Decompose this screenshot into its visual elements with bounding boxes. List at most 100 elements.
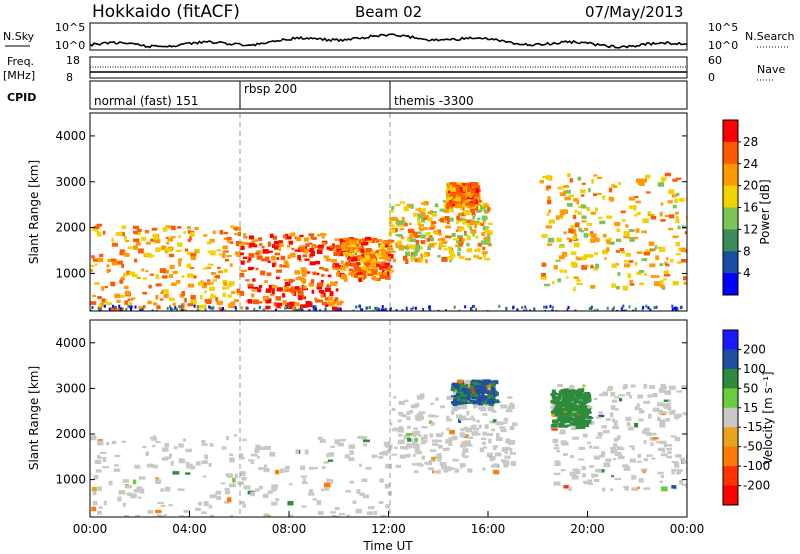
colorbar-swatch — [723, 427, 738, 448]
cpid-label: CPID — [7, 91, 36, 104]
velocity-cell — [168, 504, 173, 507]
velocity-cell — [473, 382, 479, 387]
velocity-cell — [493, 470, 500, 475]
velocity-cell — [170, 460, 174, 466]
velocity-cell — [551, 395, 556, 399]
velocity-cell — [271, 501, 278, 506]
power-cell — [210, 293, 214, 299]
power-cell — [592, 193, 598, 197]
velocity-cell — [664, 404, 670, 410]
power-cell — [446, 219, 450, 225]
velocity-cell — [475, 432, 481, 436]
power-cell — [577, 176, 582, 181]
velocity-cell — [633, 422, 639, 428]
power-cell — [119, 249, 125, 253]
velocity-cell — [605, 418, 611, 421]
power-cell — [672, 178, 678, 182]
velocity-cell — [511, 422, 518, 427]
power-cell — [319, 266, 324, 270]
power-cell — [574, 222, 580, 228]
velocity-cell — [467, 468, 473, 473]
power-echo-region — [445, 181, 481, 210]
velocity-cell — [510, 461, 517, 466]
power-cell — [572, 236, 577, 240]
velocity-cell — [452, 435, 458, 441]
power-noise-cell — [551, 309, 554, 311]
power-cell — [155, 274, 160, 279]
power-cell — [635, 200, 641, 204]
velocity-cell — [208, 462, 212, 467]
velocity-cell — [430, 402, 434, 405]
power-cell — [576, 200, 580, 205]
power-cell — [473, 204, 479, 207]
power-cell — [358, 256, 363, 259]
power-cell — [420, 218, 426, 223]
power-noise-cell — [171, 308, 174, 311]
velocity-cell — [676, 390, 683, 393]
power-noise-cell — [620, 306, 623, 310]
velocity-cell — [640, 468, 648, 472]
velocity-cell — [496, 432, 500, 438]
power-cell — [639, 181, 645, 187]
velocity-cell — [349, 450, 354, 455]
power-cell — [420, 234, 426, 239]
velocity-cell — [234, 473, 238, 479]
velocity-cell — [201, 439, 206, 444]
velocity-cell — [554, 461, 561, 466]
power-cell — [297, 287, 302, 293]
power-cell — [197, 281, 204, 286]
velocity-cell — [337, 442, 344, 447]
power-cell — [248, 253, 255, 258]
power-noise-cell — [529, 309, 532, 311]
velocity-cell — [382, 450, 388, 456]
power-cell — [654, 281, 661, 287]
power-cell — [316, 272, 320, 276]
velocity-cell — [470, 425, 476, 429]
power-cell — [325, 304, 329, 307]
power-cell — [397, 220, 404, 225]
y-tick-label: 2000 — [55, 221, 86, 235]
velocity-cell — [152, 444, 156, 448]
velocity-cell — [362, 443, 367, 447]
velocity-cell — [488, 438, 492, 444]
velocity-cell — [419, 393, 425, 397]
power-cell — [457, 247, 462, 252]
power-cell — [283, 260, 289, 265]
velocity-cell — [263, 467, 270, 473]
velocity-cell — [454, 468, 460, 473]
power-cell — [226, 240, 230, 243]
velocity-cell — [629, 426, 634, 429]
power-cell — [419, 228, 424, 232]
power-cell — [273, 302, 277, 306]
velocity-cell — [361, 436, 368, 441]
power-cell — [202, 234, 208, 237]
x-tick-label: 16:00 — [471, 522, 506, 536]
power-noise-cell — [395, 309, 398, 311]
power-cell — [155, 294, 159, 300]
power-cell — [274, 252, 280, 256]
velocity-cell — [637, 408, 642, 411]
power-cell — [206, 279, 211, 282]
power-cell — [433, 231, 438, 235]
power-cell — [343, 250, 350, 254]
power-cell — [455, 203, 459, 208]
colorbar-frame — [722, 329, 739, 506]
velocity-cell — [478, 400, 484, 406]
power-cell — [90, 301, 97, 305]
velocity-cell — [448, 442, 453, 447]
power-cell — [668, 227, 674, 231]
power-cell — [306, 271, 311, 274]
nsky-tick-top: 10^5 — [55, 21, 85, 34]
velocity-cell — [503, 417, 509, 422]
velocity-cell — [675, 471, 681, 475]
power-noise-cell — [429, 309, 432, 311]
velocity-cell — [475, 389, 482, 394]
colorbar-swatch — [723, 229, 738, 252]
power-cell — [476, 221, 482, 225]
velocity-cell — [607, 385, 613, 391]
velocity-cell — [394, 446, 398, 450]
power-cell — [370, 262, 377, 267]
velocity-cell — [195, 461, 201, 466]
velocity-cell — [476, 419, 480, 423]
velocity-cell — [153, 464, 158, 469]
